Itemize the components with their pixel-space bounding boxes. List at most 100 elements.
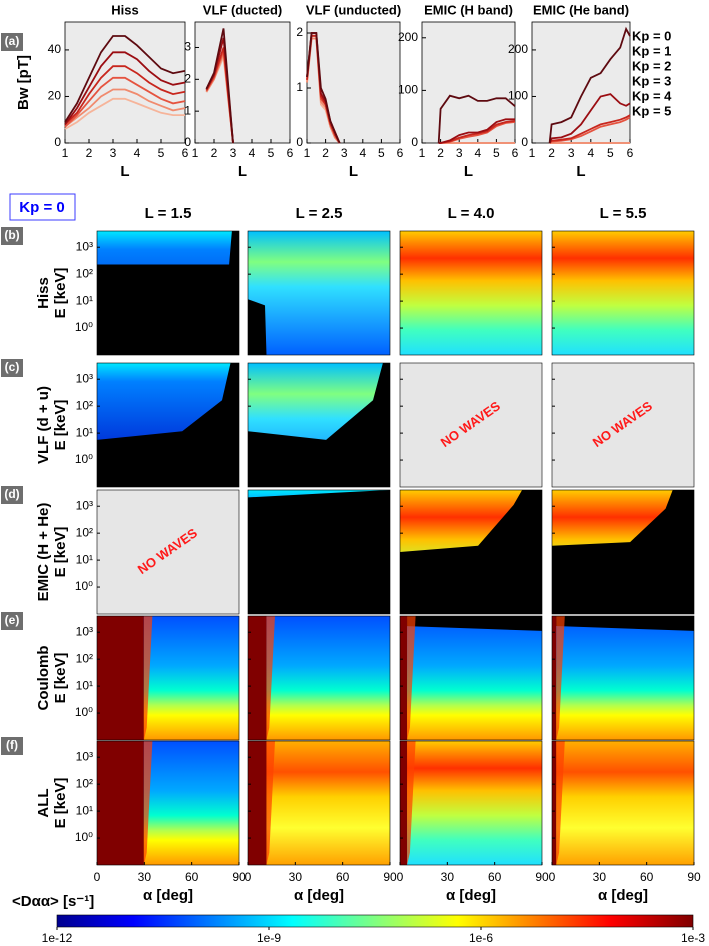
series-line	[64, 97, 185, 130]
legend-entry: Kp = 0	[632, 28, 671, 43]
x-axis-label: L	[349, 163, 358, 180]
heatmap-frame	[247, 740, 391, 866]
chart-title: VLF (unducted)	[306, 2, 401, 17]
heatmap-frame	[96, 362, 240, 488]
panel-label-box	[1, 359, 23, 377]
series-line	[306, 37, 341, 144]
x-tick-label: 4	[249, 146, 256, 160]
y-tick-label: 10³	[76, 624, 93, 638]
series-line	[437, 94, 516, 144]
column-title: L = 5.5	[600, 205, 647, 222]
panel-label: (e)	[5, 613, 20, 627]
y-tick-label: 10²	[76, 651, 93, 665]
panel-label: (d)	[4, 487, 19, 501]
row-label: ALL	[35, 788, 52, 817]
kp-box	[9, 193, 76, 221]
panel-label-box	[1, 737, 23, 755]
x-tick-label: 4	[359, 146, 366, 160]
series-line	[549, 116, 631, 144]
y-tick-label: 10³	[76, 749, 93, 763]
x-tick-label: 5	[158, 146, 165, 160]
x-tick-label: 1	[304, 146, 311, 160]
heatmap-frame	[96, 489, 240, 615]
y-tick-label: 100	[398, 83, 418, 97]
heatmap-frame	[551, 362, 695, 488]
x-tick-label: 0	[549, 870, 556, 884]
heatmap-frame	[399, 489, 543, 615]
colorbar	[56, 914, 694, 928]
heatmap-fill	[400, 231, 542, 355]
y-tick-label: 10¹	[76, 552, 93, 566]
y-tick-label: 10³	[76, 498, 93, 512]
panel-label-box	[1, 486, 23, 504]
colorbar-tick-label: 1e-12	[42, 931, 73, 945]
x-tick-label: 6	[397, 146, 404, 160]
x-tick-label: 0	[397, 870, 404, 884]
heatmap-frame	[399, 230, 543, 356]
y-tick-label: 2	[184, 71, 191, 85]
y-axis-label: E [keV]	[52, 778, 69, 829]
x-tick-label: 3	[568, 146, 575, 160]
heatmap-frame	[247, 489, 391, 615]
kp-label: Kp = 0	[19, 199, 64, 216]
column-title: L = 4.0	[448, 205, 495, 222]
x-tick-label: 3	[230, 146, 237, 160]
series-line	[64, 76, 186, 128]
series-line	[548, 114, 631, 144]
loss-cone	[400, 616, 408, 740]
heatmap-dark-region	[97, 363, 239, 487]
x-tick-label: 0	[245, 870, 252, 884]
legend-entry: Kp = 2	[632, 58, 671, 73]
y-tick-label: 1	[296, 80, 303, 94]
chart-title: Hiss	[111, 2, 138, 17]
x-tick-label: 4	[587, 146, 594, 160]
heatmap-frame	[551, 230, 695, 356]
y-tick-label: 0	[521, 135, 528, 149]
y-tick-label: 10¹	[76, 678, 93, 692]
x-tick-label: 6	[512, 146, 519, 160]
loss-cone-edge	[407, 616, 416, 740]
heatmap-dark-region	[248, 363, 390, 487]
loss-cone-edge	[143, 616, 153, 740]
x-tick-label: 90	[383, 870, 397, 884]
series-line	[64, 35, 186, 123]
x-tick-label: 5	[607, 146, 614, 160]
x-axis-label: α [deg]	[143, 887, 193, 904]
series-line	[64, 65, 186, 126]
heatmap-dark-region	[248, 490, 390, 614]
y-tick-label: 10¹	[76, 293, 93, 307]
loss-cone	[400, 741, 408, 865]
x-tick-label: 0	[94, 870, 101, 884]
y-tick-label: 40	[48, 42, 62, 56]
loss-cone-edge	[556, 616, 565, 740]
panel-label-box	[1, 612, 23, 630]
x-tick-label: 60	[640, 870, 654, 884]
heatmap-fill	[248, 231, 390, 355]
legend-entry: Kp = 3	[632, 73, 671, 88]
y-tick-label: 10⁰	[75, 320, 93, 334]
loss-cone	[248, 616, 267, 740]
heatmap-frame	[551, 740, 695, 866]
x-tick-label: 3	[341, 146, 348, 160]
heatmap-fill	[552, 616, 694, 740]
panel-label: (f)	[6, 738, 18, 752]
y-tick-label: 0	[54, 135, 61, 149]
heatmap-dark-region	[552, 490, 694, 614]
heatmap-frame	[247, 362, 391, 488]
heatmap-dark-region	[400, 490, 542, 614]
y-axis-label: Bw [pT]	[15, 55, 32, 110]
x-tick-label: 2	[322, 146, 329, 160]
colorbar-tick-label: 1e-6	[469, 931, 493, 945]
colorbar-tick-label: 1e-9	[257, 931, 281, 945]
panel-label: (a)	[5, 34, 20, 48]
series-line	[205, 28, 234, 144]
x-axis-label: α [deg]	[446, 887, 496, 904]
series-line	[548, 93, 631, 144]
x-tick-label: 1	[419, 146, 426, 160]
series-line	[64, 51, 186, 125]
loss-cone-edge	[266, 616, 275, 740]
y-tick-label: 200	[398, 30, 418, 44]
heatmap-dark-region	[97, 231, 239, 355]
series-line	[306, 32, 341, 144]
